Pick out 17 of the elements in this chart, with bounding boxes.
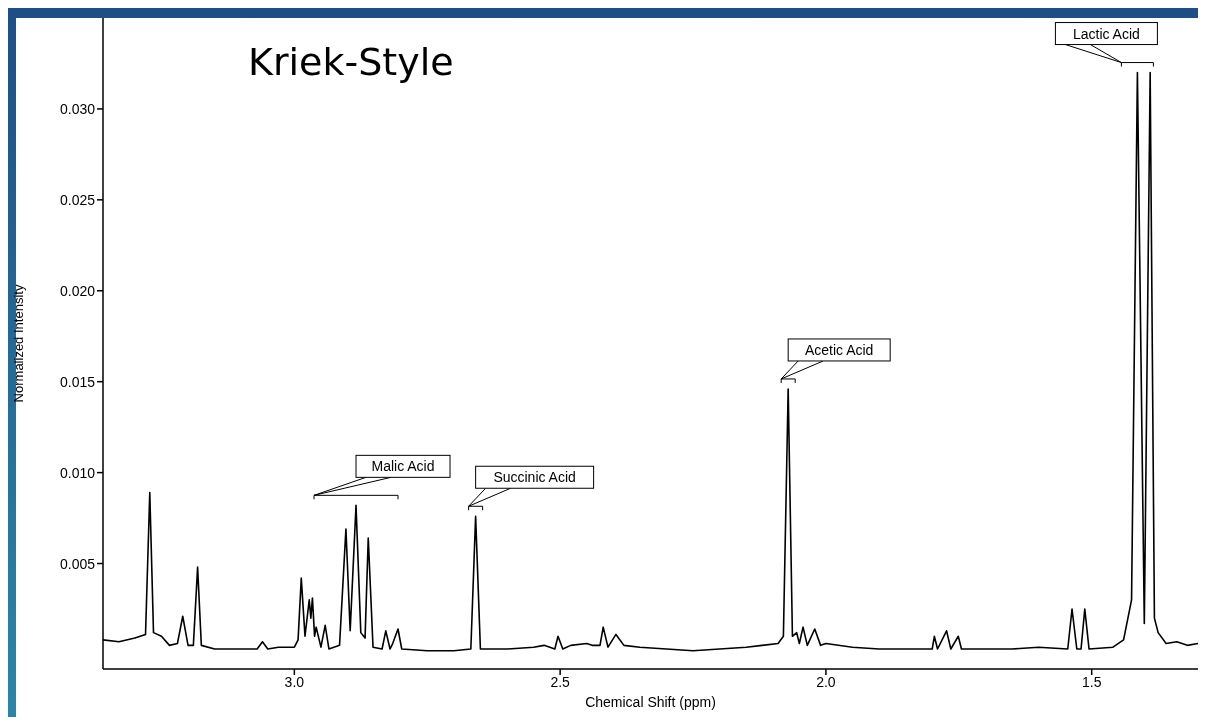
x-tick-label: 1.5: [1081, 673, 1102, 690]
y-tick-label: 0.025: [59, 191, 96, 208]
text: Kriek-Style: [248, 40, 454, 84]
x-axis-title: Chemical Shift (ppm): [585, 694, 716, 710]
y-tick-label: 0.015: [59, 373, 96, 390]
y-axis-title: Normalized Intensity: [10, 284, 26, 403]
annotation: Malic Acid: [371, 458, 435, 475]
x-tick-label: 2.0: [816, 673, 836, 690]
annotation: Lactic Acid: [1072, 25, 1140, 42]
y-tick-label: 0.010: [59, 464, 96, 481]
y-tick-label: 0.005: [59, 555, 96, 572]
x-tick-label: 2.5: [550, 673, 571, 690]
annotation: Acetic Acid: [804, 341, 874, 358]
annotation: Succinic Acid: [493, 469, 576, 486]
y-tick-label: 0.030: [59, 100, 96, 117]
y-tick-label: 0.020: [59, 282, 96, 299]
x-tick-label: 3.0: [284, 673, 305, 690]
